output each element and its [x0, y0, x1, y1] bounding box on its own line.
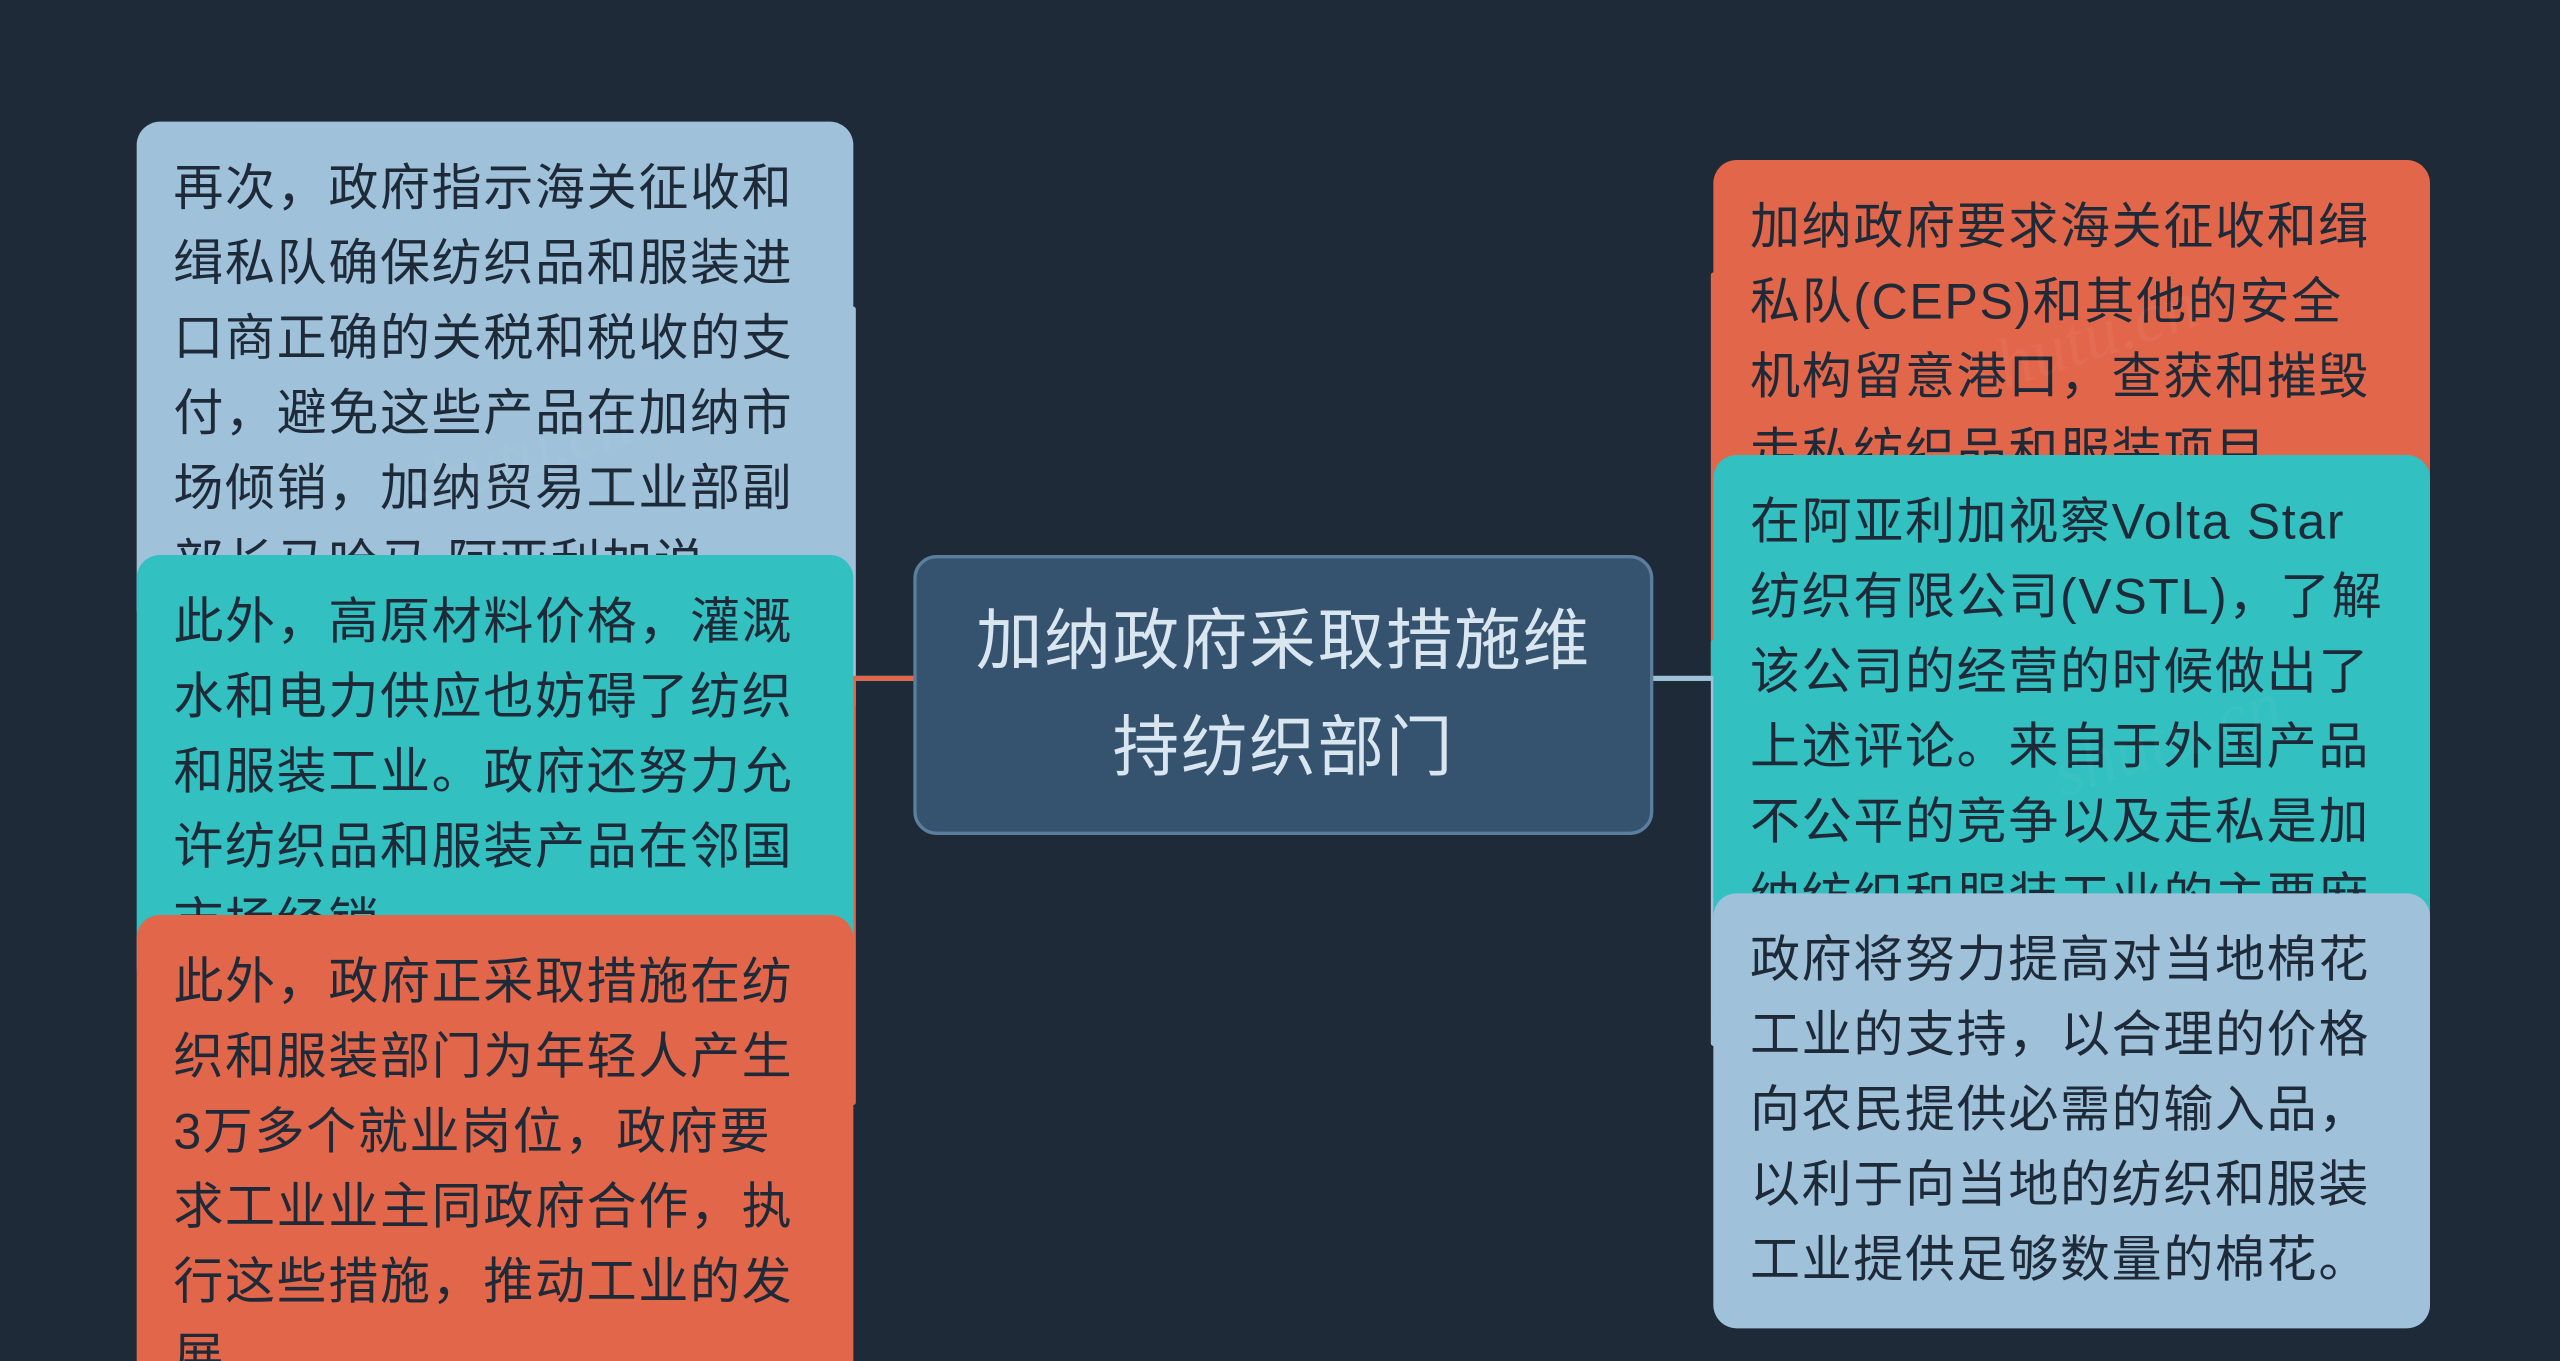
right-node-2-text: 政府将努力提高对当地棉花工业的支持，以合理的价格向农民提供必需的输入品，以利于向… [1750, 933, 2370, 1288]
center-node: 加纳政府采取措施维持纺织部门 [913, 555, 1653, 835]
left-node-1-text: 此外，高原材料价格，灌溉水和电力供应也妨碍了纺织和服装工业。政府还努力允许纺织品… [173, 595, 793, 950]
center-node-text: 加纳政府采取措施维持纺织部门 [953, 588, 1613, 801]
left-node-0-text: 再次，政府指示海关征收和缉私队确保纺织品和服装进口商正确的关税和税收的支付，避免… [173, 162, 793, 592]
right-node-2: 政府将努力提高对当地棉花工业的支持，以合理的价格向农民提供必需的输入品，以利于向… [1713, 893, 2430, 1328]
left-node-2: 此外，政府正采取措施在纺织和服装部门为年轻人产生3万多个就业岗位，政府要求工业业… [137, 915, 854, 1361]
right-node-0-text: 加纳政府要求海关征收和缉私队(CEPS)和其他的安全机构留意港口，查获和摧毁走私… [1750, 200, 2370, 480]
left-node-2-text: 此外，政府正采取措施在纺织和服装部门为年轻人产生3万多个就业岗位，政府要求工业业… [173, 955, 793, 1361]
mindmap-canvas: 加纳政府采取措施维持纺织部门再次，政府指示海关征收和缉私队确保纺织品和服装进口商… [0, 0, 2560, 1361]
